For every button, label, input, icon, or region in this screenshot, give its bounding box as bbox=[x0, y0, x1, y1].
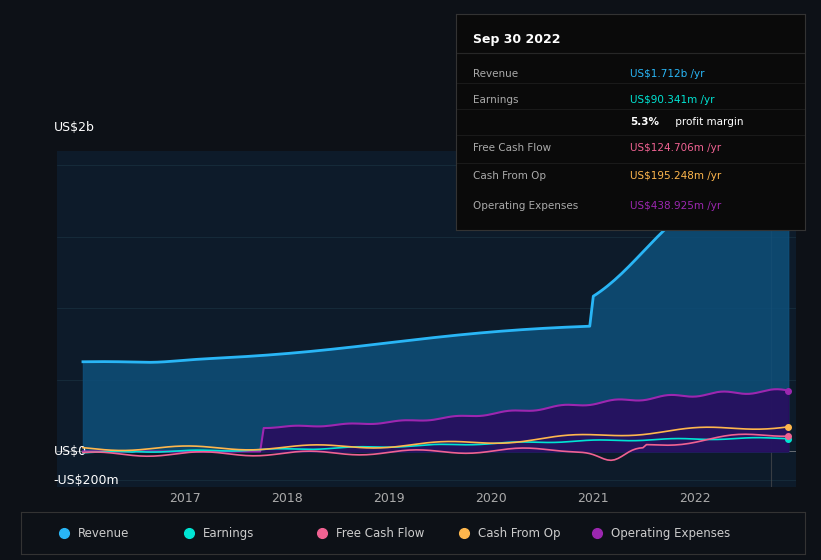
Text: profit margin: profit margin bbox=[672, 117, 744, 127]
Text: US$1.712b /yr: US$1.712b /yr bbox=[631, 69, 704, 80]
Text: US$195.248m /yr: US$195.248m /yr bbox=[631, 171, 722, 181]
Text: Cash From Op: Cash From Op bbox=[478, 527, 560, 540]
Text: -US$200m: -US$200m bbox=[54, 474, 119, 487]
Text: US$90.341m /yr: US$90.341m /yr bbox=[631, 95, 714, 105]
Text: Operating Expenses: Operating Expenses bbox=[473, 201, 578, 211]
Text: Earnings: Earnings bbox=[473, 95, 519, 105]
Text: US$124.706m /yr: US$124.706m /yr bbox=[631, 143, 721, 153]
Text: 5.3%: 5.3% bbox=[631, 117, 659, 127]
Text: Sep 30 2022: Sep 30 2022 bbox=[473, 34, 561, 46]
Text: Revenue: Revenue bbox=[473, 69, 518, 80]
Text: Free Cash Flow: Free Cash Flow bbox=[337, 527, 425, 540]
Text: Cash From Op: Cash From Op bbox=[473, 171, 546, 181]
Text: US$0: US$0 bbox=[54, 445, 87, 458]
Text: Operating Expenses: Operating Expenses bbox=[611, 527, 730, 540]
Text: Free Cash Flow: Free Cash Flow bbox=[473, 143, 551, 153]
Text: Earnings: Earnings bbox=[204, 527, 255, 540]
Text: Revenue: Revenue bbox=[78, 527, 129, 540]
Text: US$2b: US$2b bbox=[54, 122, 94, 134]
Text: US$438.925m /yr: US$438.925m /yr bbox=[631, 201, 722, 211]
